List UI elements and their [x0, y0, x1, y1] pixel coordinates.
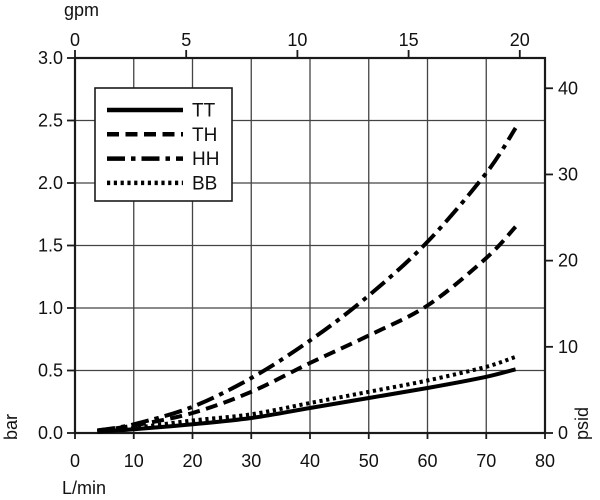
lmin-axis-label: L/min	[62, 478, 106, 498]
gpm-tick-label: 15	[399, 30, 419, 50]
psid-tick-label: 40	[558, 78, 578, 98]
lmin-tick-label: 30	[241, 451, 261, 471]
psid-tick-label: 30	[558, 164, 578, 184]
lmin-tick-label: 80	[535, 451, 555, 471]
lmin-tick-label: 70	[476, 451, 496, 471]
gpm-tick-label: 5	[181, 30, 191, 50]
psid-axis-label: psid	[572, 407, 592, 440]
lmin-tick-label: 40	[300, 451, 320, 471]
curve-HH	[96, 126, 518, 433]
bar-tick-label: 0.0	[38, 423, 63, 443]
gpm-tick-label: 10	[287, 30, 307, 50]
lmin-tick-label: 10	[124, 451, 144, 471]
lmin-tick-label: 50	[359, 451, 379, 471]
bar-tick-label: 2.5	[38, 111, 63, 131]
bar-axis-label: bar	[1, 414, 21, 440]
curve-TT	[97, 367, 517, 434]
bar-tick-label: 0.5	[38, 361, 63, 381]
gpm-tick-label: 0	[70, 30, 80, 50]
psid-tick-label: 10	[558, 337, 578, 357]
bar-tick-label: 1.0	[38, 298, 63, 318]
gpm-axis-label: gpm	[64, 0, 99, 20]
legend-label-TT: TT	[192, 101, 216, 122]
gpm-tick-label: 20	[510, 30, 530, 50]
legend-label-TH: TH	[192, 125, 217, 146]
bar-tick-label: 2.0	[38, 173, 63, 193]
legend-label-BB: BB	[192, 173, 217, 194]
bar-tick-label: 3.0	[38, 48, 63, 68]
curve-TH	[97, 225, 518, 433]
legend-label-HH: HH	[192, 149, 219, 170]
bar-tick-label: 1.5	[38, 236, 63, 256]
lmin-tick-label: 0	[70, 451, 80, 471]
psid-tick-label: 0	[558, 423, 568, 443]
psid-tick-label: 20	[558, 251, 578, 271]
lmin-tick-label: 60	[417, 451, 437, 471]
lmin-tick-label: 20	[182, 451, 202, 471]
